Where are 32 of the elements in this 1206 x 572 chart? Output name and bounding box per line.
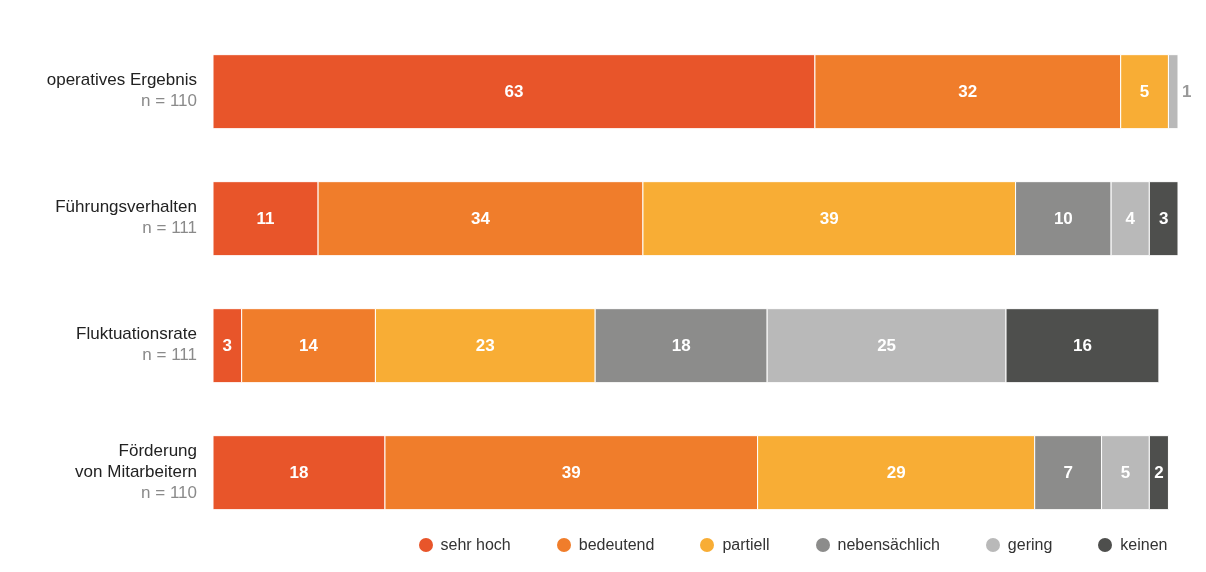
data-label: 18 <box>671 336 691 356</box>
data-label: 7 <box>1063 463 1073 483</box>
data-label: 1 <box>1182 82 1192 102</box>
y-tick-label: operatives Ergebnis n = 110 <box>46 70 197 111</box>
data-label: 18 <box>289 463 309 483</box>
legend-label: partiell <box>722 536 770 554</box>
data-label: 39 <box>561 463 581 483</box>
legend-label: nebensächlich <box>837 536 940 554</box>
data-label: 23 <box>475 336 495 356</box>
data-label: 4 <box>1125 209 1136 229</box>
data-label: 5 <box>1120 463 1131 483</box>
data-label: 5 <box>1139 82 1150 102</box>
legend-label: keinen <box>1120 536 1168 554</box>
y-tick-label: Fluktuationsrate n = 111 <box>76 324 197 365</box>
data-label: 3 <box>1158 209 1169 229</box>
data-label: 32 <box>958 82 978 102</box>
data-label: 29 <box>886 463 906 483</box>
legend-label: gering <box>1007 536 1053 554</box>
y-tick-label: Führungsverhalten n = 111 <box>55 197 197 238</box>
data-label: 16 <box>1072 336 1092 356</box>
data-label: 14 <box>299 336 319 356</box>
data-label: 34 <box>471 209 491 229</box>
data-label: 3 <box>222 336 233 356</box>
data-label: 11 <box>256 209 275 229</box>
legend-label: bedeutend <box>578 536 655 554</box>
data-label: 63 <box>504 82 524 102</box>
y-tick-label: Förderung von Mitarbeitern n = 110 <box>75 440 197 502</box>
data-label: 39 <box>819 209 839 229</box>
data-label: 10 <box>1053 209 1073 229</box>
data-label: 2 <box>1154 463 1164 483</box>
legend-label: sehr hoch <box>440 536 511 554</box>
data-label: 25 <box>877 336 897 356</box>
